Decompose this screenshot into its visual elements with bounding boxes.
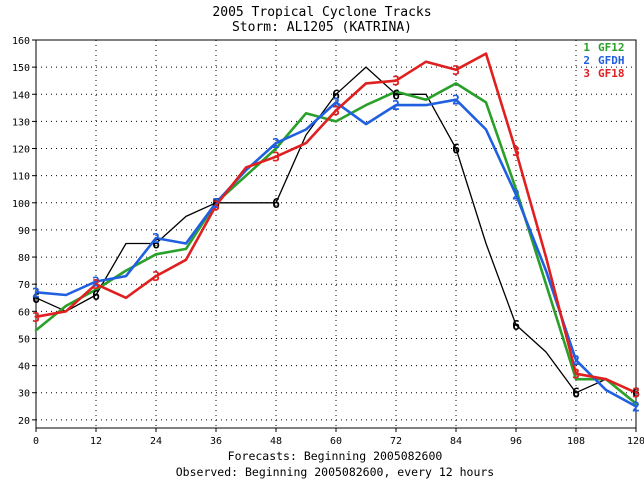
series-lines	[34, 52, 638, 408]
marker-gf18: 3	[32, 311, 40, 326]
series-line-gfdh	[34, 98, 638, 408]
legend-entry-gf18: 3 GF18	[583, 67, 624, 80]
marker-gfdh: 2	[392, 99, 400, 114]
y-tick-label: 130	[12, 117, 30, 128]
y-tick-label: 80	[18, 253, 30, 264]
marker-gfdh: 2	[512, 189, 520, 204]
x-tick-label: 72	[390, 436, 402, 447]
marker-gf18: 3	[392, 75, 400, 90]
x-axis-label-observed: Observed: Beginning 2005082600, every 12…	[176, 465, 495, 479]
series-line-gf18	[34, 52, 638, 395]
y-tick-label: 30	[18, 389, 30, 400]
x-tick-label: 60	[330, 436, 342, 447]
marker-gf18: 3	[332, 105, 340, 120]
marker-gf18: 3	[272, 151, 280, 166]
marker-observed: 6	[392, 88, 400, 103]
marker-gf18: 3	[92, 278, 100, 293]
chart-title: 2005 Tropical Cyclone Tracks	[212, 5, 431, 20]
x-tick-label: 84	[450, 436, 462, 447]
marker-gfdh: 2	[572, 354, 580, 369]
legend-entry-gfdh: 2 GFDH	[583, 54, 624, 67]
x-tick-label: 120	[627, 436, 644, 447]
marker-gf18: 3	[152, 270, 160, 285]
marker-gfdh: 2	[212, 197, 220, 212]
y-tick-label: 70	[18, 280, 30, 291]
y-tick-label: 160	[12, 36, 30, 47]
marker-gfdh: 2	[272, 137, 280, 152]
legend-label: GF12	[598, 41, 625, 54]
marker-observed: 6	[332, 88, 340, 103]
legend-label: GF18	[598, 67, 625, 80]
legend: 1 GF12 2 GFDH 3 GF18	[583, 41, 624, 80]
y-tick-label: 60	[18, 307, 30, 318]
marker-gfdh: 2	[632, 400, 640, 415]
marker-observed: 6	[32, 292, 40, 307]
x-tick-label: 48	[270, 436, 282, 447]
marker-gfdh: 2	[32, 286, 40, 301]
legend-symbol: 3	[583, 67, 590, 80]
x-tick-label: 12	[90, 436, 102, 447]
marker-gf18: 3	[452, 64, 460, 79]
y-tick-label: 120	[12, 145, 30, 156]
marker-gfdh: 2	[92, 275, 100, 290]
marker-gf18: 3	[212, 200, 220, 215]
x-axis-label: Forecasts: Beginning 2005082600	[228, 449, 443, 463]
x-tick-label: 96	[510, 436, 522, 447]
marker-observed: 6	[152, 237, 160, 252]
x-tick-label: 36	[210, 436, 222, 447]
legend-entry-gf12: 1 GF12	[583, 41, 624, 54]
marker-observed: 6	[632, 387, 640, 402]
chart-subtitle: Storm: AL1205 (KATRINA)	[232, 20, 412, 35]
x-tick-label: 108	[567, 436, 585, 447]
y-tick-label: 20	[18, 416, 30, 427]
marker-gfdh: 2	[332, 96, 340, 111]
marker-observed: 6	[512, 319, 520, 334]
x-tick-label: 24	[150, 436, 162, 447]
axes: 0 12 24 36 48 60 72 84 96 108 12020304050607080901…	[12, 36, 644, 447]
y-tick-label: 90	[18, 226, 30, 237]
marker-observed: 6	[272, 197, 280, 212]
legend-symbol: 1	[583, 41, 590, 54]
marker-gfdh: 2	[152, 232, 160, 247]
marker-gf18: 3	[572, 368, 580, 383]
y-tick-label: 100	[12, 199, 30, 210]
y-tick-label: 40	[18, 362, 30, 373]
marker-observed: 6	[92, 289, 100, 304]
y-tick-label: 140	[12, 90, 30, 101]
marker-gf18: 3	[512, 145, 520, 160]
legend-symbol: 2	[583, 54, 590, 67]
marker-observed: 6	[452, 143, 460, 158]
marker-gf18: 3	[632, 387, 640, 402]
y-tick-label: 110	[12, 172, 30, 183]
y-tick-label: 150	[12, 63, 30, 74]
marker-observed: 6	[212, 197, 220, 212]
legend-label: GFDH	[598, 54, 625, 67]
x-tick-label: 0	[33, 436, 39, 447]
series-line-observed	[35, 66, 637, 394]
marker-gfdh: 2	[452, 94, 460, 109]
y-tick-label: 50	[18, 334, 30, 345]
marker-observed: 6	[572, 387, 580, 402]
